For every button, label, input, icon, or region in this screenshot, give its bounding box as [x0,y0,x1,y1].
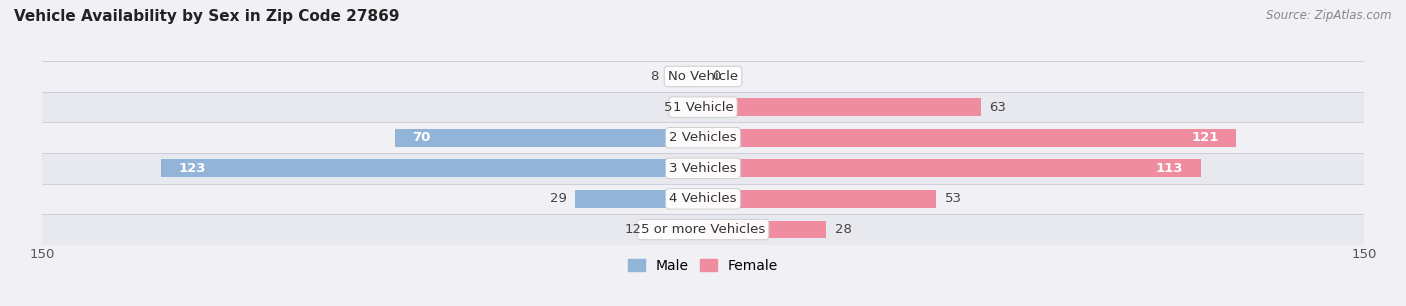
Bar [703,159,1201,177]
Text: 3 Vehicles: 3 Vehicles [669,162,737,175]
Bar [42,122,1364,153]
Text: 121: 121 [1191,131,1219,144]
Text: 123: 123 [179,162,207,175]
Bar [575,190,703,208]
Text: 5 or more Vehicles: 5 or more Vehicles [641,223,765,236]
Text: 4 Vehicles: 4 Vehicles [669,192,737,205]
Bar [42,61,1364,92]
Bar [681,98,703,116]
Text: 29: 29 [550,192,567,205]
Text: 28: 28 [835,223,852,236]
Bar [42,214,1364,245]
Bar [42,153,1364,184]
Bar [703,221,827,238]
Legend: Male, Female: Male, Female [623,253,783,278]
Text: 5: 5 [664,101,672,114]
Text: 70: 70 [412,131,430,144]
Text: 1 Vehicle: 1 Vehicle [672,101,734,114]
Bar [668,68,703,85]
Bar [395,129,703,147]
Bar [703,129,1236,147]
Text: No Vehicle: No Vehicle [668,70,738,83]
Text: 2 Vehicles: 2 Vehicles [669,131,737,144]
Text: 53: 53 [945,192,962,205]
Text: 8: 8 [651,70,659,83]
Text: Source: ZipAtlas.com: Source: ZipAtlas.com [1267,9,1392,22]
Text: 113: 113 [1156,162,1184,175]
Bar [650,221,703,238]
Bar [42,92,1364,122]
Text: 63: 63 [990,101,1007,114]
Text: 0: 0 [711,70,720,83]
Bar [703,190,936,208]
Bar [703,98,980,116]
Text: 12: 12 [624,223,641,236]
Bar [42,184,1364,214]
Text: Vehicle Availability by Sex in Zip Code 27869: Vehicle Availability by Sex in Zip Code … [14,9,399,24]
Bar [162,159,703,177]
